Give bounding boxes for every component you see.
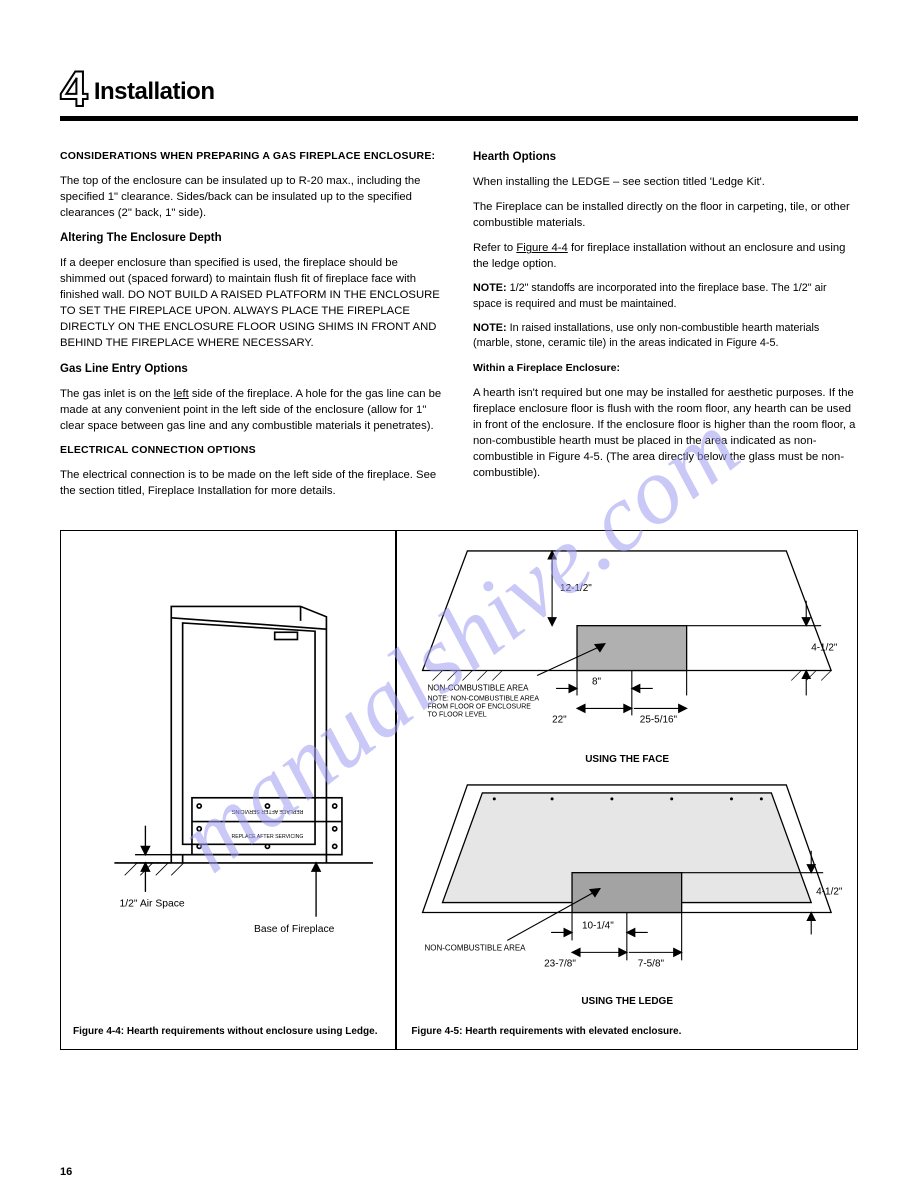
bot-d2: 10-1/4" <box>582 921 614 932</box>
panel-text2: REPLACE AFTER SERVICING <box>232 834 304 840</box>
bot-d3: 23-7/8" <box>544 958 576 969</box>
left-p3: The gas inlet is on the left side of the… <box>60 386 445 434</box>
right-p3-underline: Figure 4-4 <box>516 242 568 254</box>
bottom-label: USING THE LEDGE <box>411 996 843 1007</box>
right-h2: Within a Fireplace Enclosure: <box>473 361 858 376</box>
figure-box: 1/2" Air Space Base of Fireplace REPLACE… <box>60 530 858 1050</box>
right-p2: The Fireplace can be installed directly … <box>473 199 858 231</box>
right-h1: Hearth Options <box>473 149 858 165</box>
bot-d4: 7-5/8" <box>638 958 665 969</box>
header-rule <box>60 116 858 121</box>
left-h2: Altering The Enclosure Depth <box>60 230 445 246</box>
bot-d1: 4-1/2" <box>817 887 843 898</box>
note2-label: NOTE: <box>473 322 507 334</box>
top-d1: 12-1/2" <box>560 583 592 594</box>
top-note3: TO FLOOR LEVEL <box>428 711 487 718</box>
top-d2: 4-1/2" <box>812 642 839 653</box>
right-note1: NOTE: 1/2" standoffs are incorporated in… <box>473 281 858 312</box>
top-d5: 25-5/16" <box>640 714 678 725</box>
right-note2: NOTE: In raised installations, use only … <box>473 321 858 352</box>
section-number: 4 <box>60 60 86 118</box>
top-note2: FROM FLOOR OF ENCLOSURE <box>428 703 532 710</box>
top-label: USING THE FACE <box>411 754 843 765</box>
left-column: CONSIDERATIONS WHEN PREPARING A GAS FIRE… <box>60 149 445 508</box>
left-h4: ELECTRICAL CONNECTION OPTIONS <box>60 443 445 458</box>
figure-4-5-top-svg: 12-1/2" 4-1/2" <box>411 531 843 750</box>
left-h1: CONSIDERATIONS WHEN PREPARING A GAS FIRE… <box>60 149 445 164</box>
figure-right-panel: 12-1/2" 4-1/2" <box>397 531 857 1049</box>
right-column: Hearth Options When installing the LEDGE… <box>473 149 858 508</box>
left-h3: Gas Line Entry Options <box>60 361 445 377</box>
base-label: Base of Fireplace <box>254 924 335 935</box>
figure-left-panel: 1/2" Air Space Base of Fireplace REPLACE… <box>61 531 395 1049</box>
left-p1: The top of the enclosure can be insulate… <box>60 173 445 221</box>
note2-text: In raised installations, use only non-co… <box>473 322 819 349</box>
fig-4-4-caption: Figure 4-4: Hearth requirements without … <box>73 1025 383 1039</box>
top-note1: NOTE: NON-COMBUSTIBLE AREA <box>428 695 540 702</box>
body-columns: CONSIDERATIONS WHEN PREPARING A GAS FIRE… <box>60 149 858 508</box>
note1-text: 1/2" standoffs are incorporated into the… <box>473 282 827 309</box>
right-p3: Refer to Figure 4-4 for fireplace instal… <box>473 240 858 272</box>
right-p4: A hearth isn't required but one may be i… <box>473 385 858 481</box>
top-noncomb: NON-COMBUSTIBLE AREA <box>428 683 530 692</box>
panel-text1: REPLACE AFTER SERVICING <box>232 808 304 814</box>
air-space-label: 1/2" Air Space <box>120 898 185 909</box>
note1-label: NOTE: <box>473 282 507 294</box>
section-title: Installation <box>94 78 215 112</box>
figure-4-5-bottom-svg: 4-1/2" 10-1/4" 23-7/8" 7-5/8" NON-COM <box>411 773 843 992</box>
top-d3: 8" <box>592 676 602 687</box>
left-p2: If a deeper enclosure than specified is … <box>60 255 445 351</box>
right-p3-prefix: Refer to <box>473 242 516 254</box>
header: 4 Installation <box>60 60 858 112</box>
left-p3-underline: left <box>174 388 189 400</box>
bot-noncomb: NON-COMBUSTIBLE AREA <box>425 944 527 953</box>
page: 4 Installation CONSIDERATIONS WHEN PREPA… <box>60 60 858 1148</box>
fig-4-5-caption: Figure 4-5: Hearth requirements with ele… <box>411 1025 843 1039</box>
figure-4-4-svg: 1/2" Air Space Base of Fireplace REPLACE… <box>73 549 383 1016</box>
left-p3-prefix: The gas inlet is on the <box>60 388 174 400</box>
right-p1: When installing the LEDGE – see section … <box>473 174 858 190</box>
top-d4: 22" <box>552 714 567 725</box>
page-number: 16 <box>60 1166 72 1178</box>
left-p4: The electrical connection is to be made … <box>60 467 445 499</box>
